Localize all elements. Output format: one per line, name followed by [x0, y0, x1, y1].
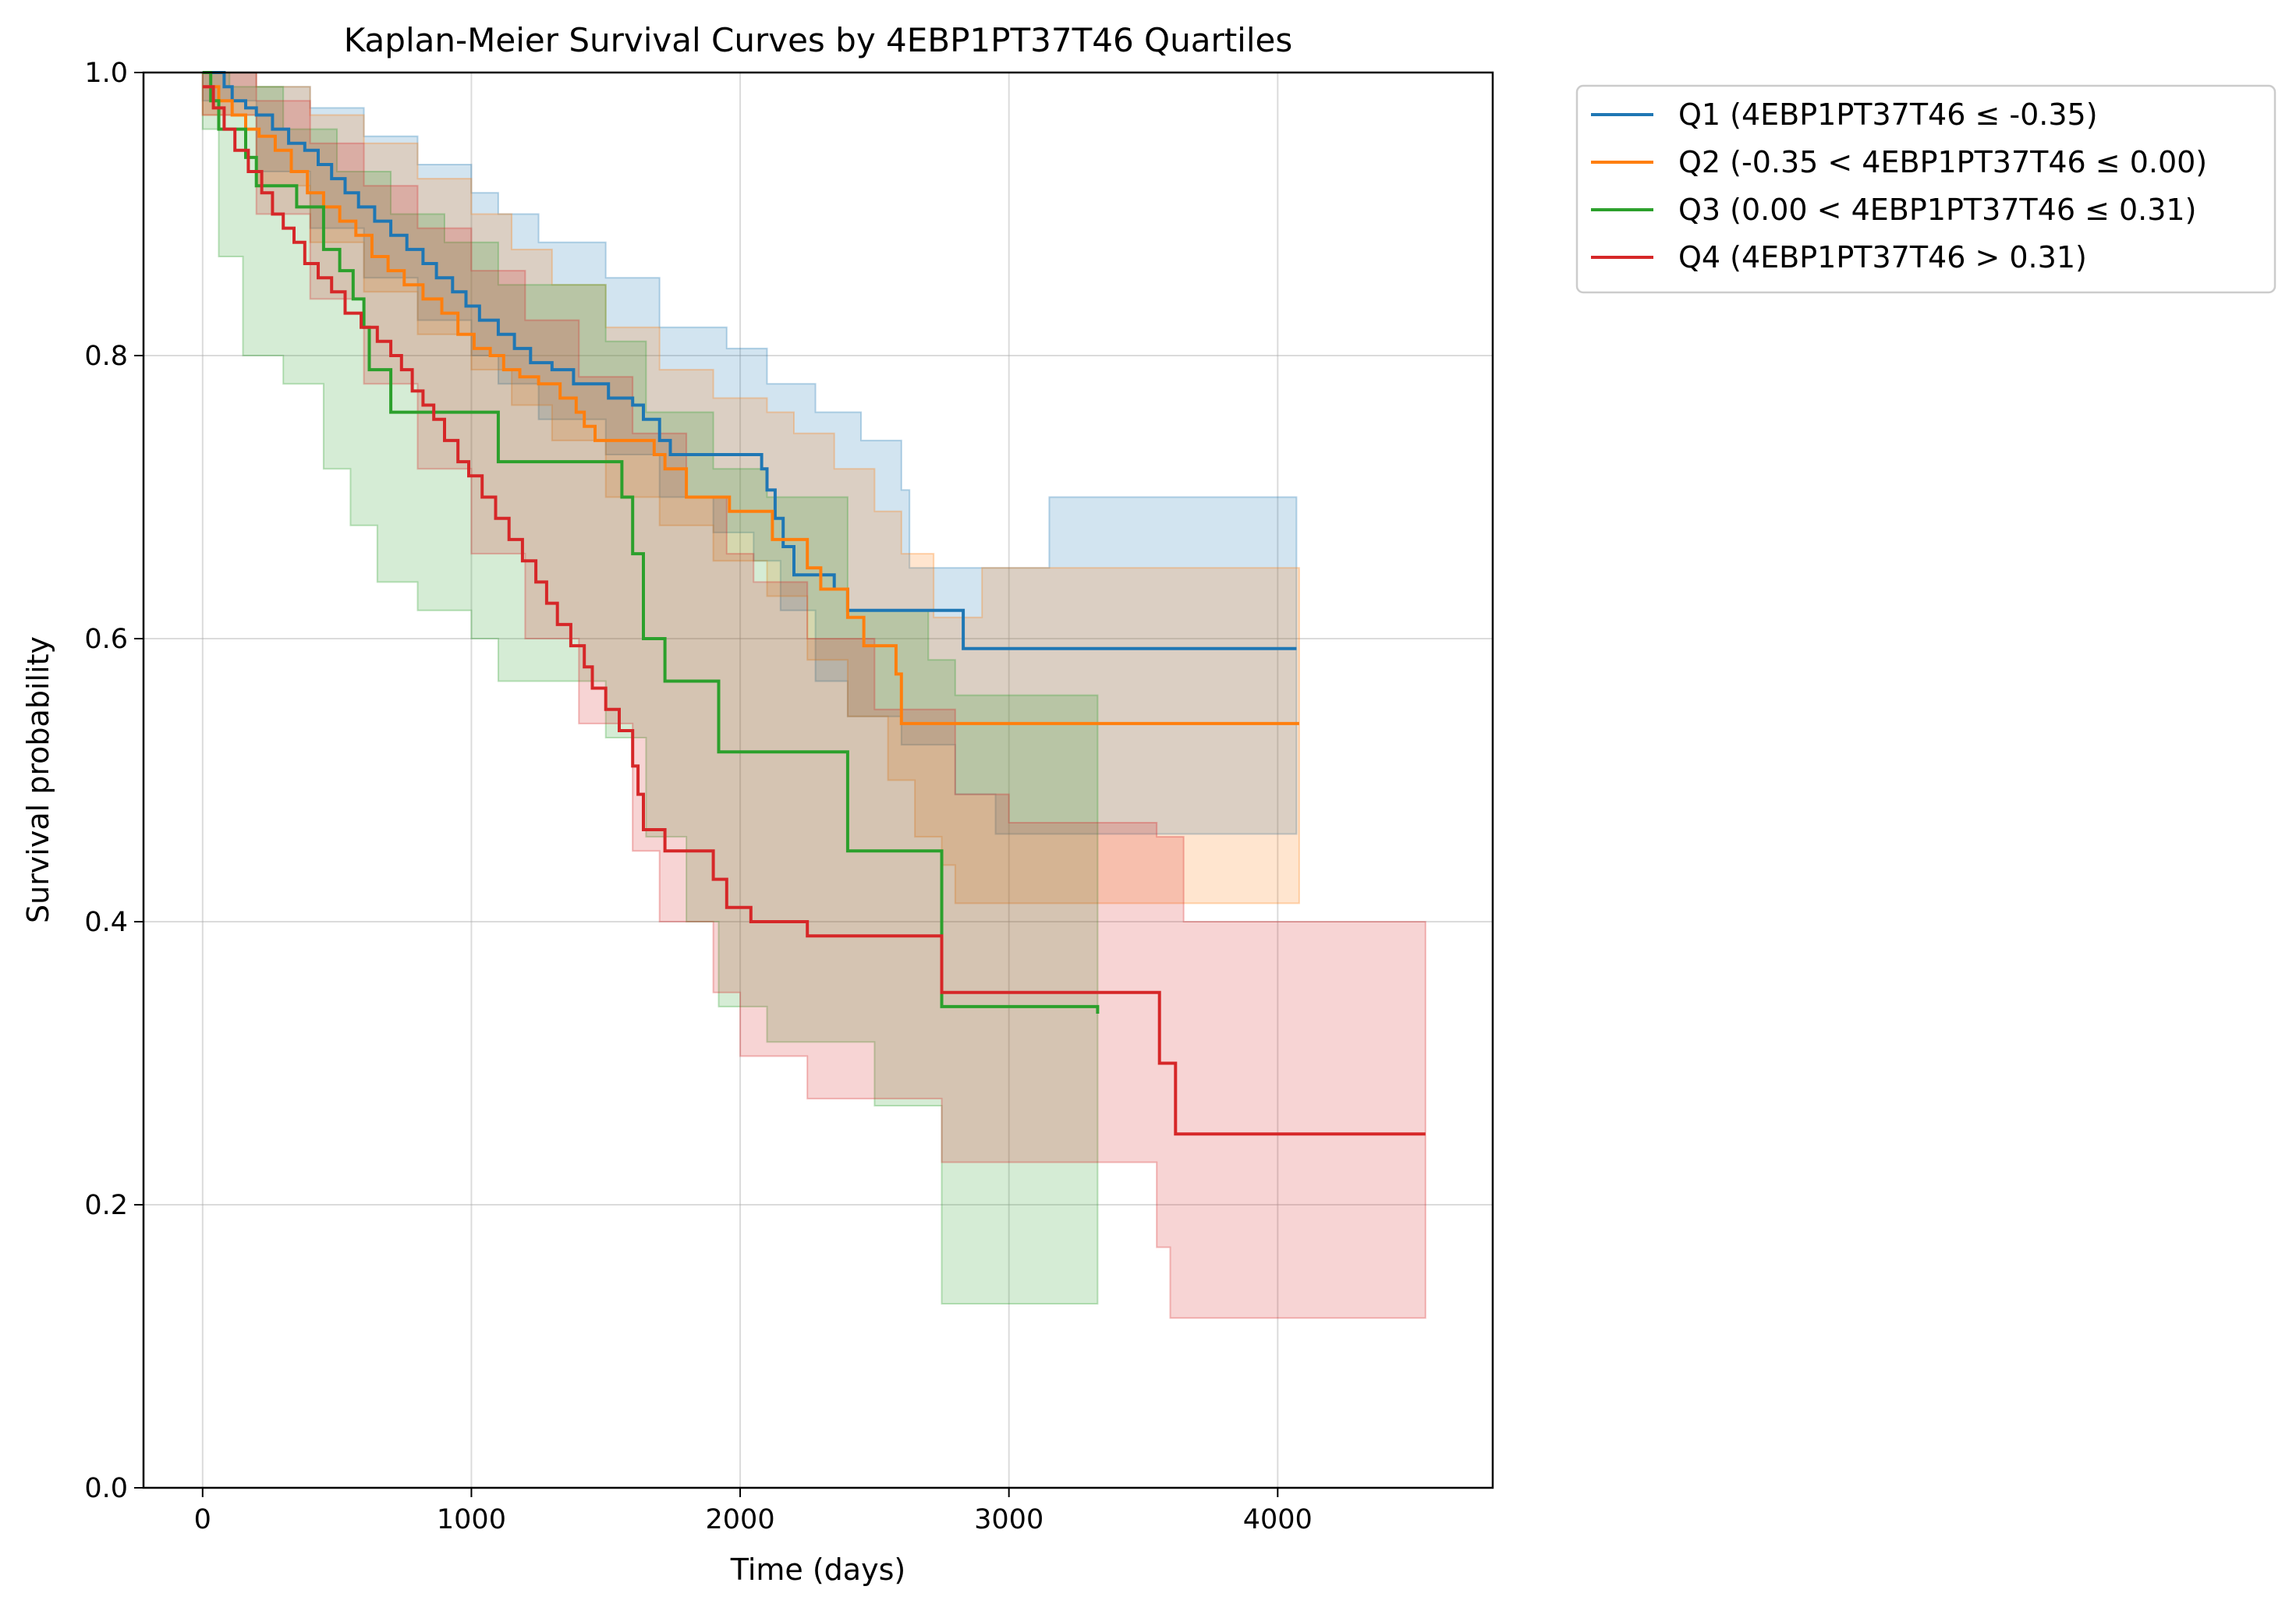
y-tick-label: 0.8: [84, 341, 128, 372]
y-tick-label: 0.6: [84, 624, 128, 655]
legend-label-q2: Q2 (-0.35 < 4EBP1PT37T46 ≤ 0.00): [1678, 145, 2207, 179]
y-tick-label: 0.2: [84, 1190, 128, 1221]
x-tick-label: 3000: [974, 1504, 1043, 1535]
x-tick-label: 2000: [706, 1504, 775, 1535]
legend-label-q1: Q1 (4EBP1PT37T46 ≤ -0.35): [1678, 97, 2098, 132]
survival-line-q3: [202, 71, 1100, 1014]
confidence-band-q3: [201, 72, 1099, 1305]
confidence-band-q2: [201, 72, 1300, 905]
x-tick-label: 0: [194, 1504, 211, 1535]
y-tick-label: 1.0: [84, 58, 128, 89]
survival-line-q1: [202, 71, 1297, 650]
survival-line-q2: [202, 85, 1299, 725]
legend-frame: [1575, 84, 2277, 294]
confidence-band-q4: [201, 72, 1426, 1319]
legend-label-q4: Q4 (4EBP1PT37T46 > 0.31): [1678, 240, 2087, 274]
legend: Q1 (4EBP1PT37T46 ≤ -0.35) Q2 (-0.35 < 4EB…: [1575, 84, 2277, 294]
x-tick-label: 1000: [437, 1504, 506, 1535]
plot-area: [201, 71, 1426, 1319]
x-axis-label: Time (days): [730, 1553, 905, 1587]
legend-label-q3: Q3 (0.00 < 4EBP1PT37T46 ≤ 0.31): [1678, 193, 2196, 227]
chart-title: Kaplan-Meier Survival Curves by 4EBP1PT3…: [344, 21, 1292, 59]
axes-frame: [142, 71, 1494, 1489]
y-axis-label: Survival probability: [21, 636, 55, 923]
y-tick-label: 0.0: [84, 1473, 128, 1504]
y-tick-label: 0.4: [84, 907, 128, 938]
axis-ticks: 0 1000 2000 3000 4000 0.0 0.2 0.4 0.6 0.8 1.0: [84, 58, 1313, 1535]
x-tick-label: 4000: [1243, 1504, 1313, 1535]
survival-line-q4: [202, 85, 1426, 1136]
